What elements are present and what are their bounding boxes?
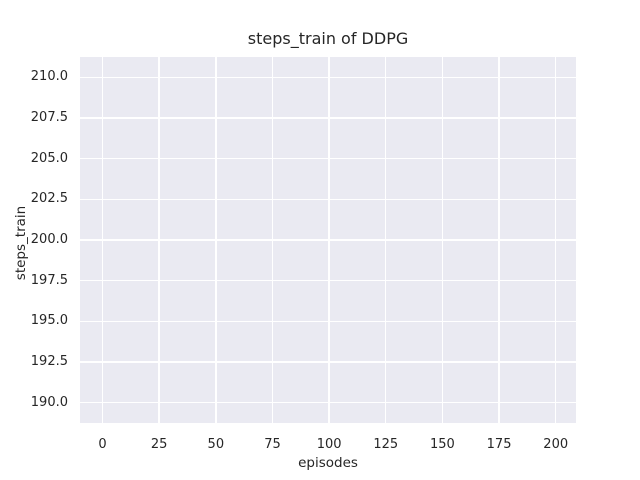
y-gridline bbox=[80, 157, 576, 160]
y-gridline bbox=[80, 198, 576, 201]
y-tick-label: 202.5 bbox=[30, 191, 68, 207]
y-tick-label: 207.5 bbox=[30, 110, 68, 125]
x-tick-label: 150 bbox=[430, 437, 455, 452]
y-tick-label: 210.0 bbox=[30, 69, 68, 85]
x-tick-label: 100 bbox=[316, 437, 342, 452]
y-tick-label: 205.0 bbox=[30, 150, 68, 166]
y-gridline bbox=[80, 239, 576, 241]
y-gridline bbox=[80, 320, 576, 323]
x-tick-label: 125 bbox=[373, 437, 399, 452]
y-tick-label: 195.0 bbox=[30, 313, 68, 329]
y-tick-label: 190.0 bbox=[30, 394, 68, 410]
x-tick-label: 175 bbox=[486, 437, 512, 452]
y-gridline bbox=[80, 361, 576, 363]
x-tick-label: 25 bbox=[150, 437, 168, 452]
y-gridline bbox=[80, 279, 576, 282]
y-tick-label: 192.5 bbox=[30, 354, 68, 369]
x-axis-label: episodes bbox=[298, 455, 358, 471]
x-tick-label: 50 bbox=[207, 437, 225, 452]
chart-title: steps_train of DDPG bbox=[247, 29, 409, 48]
y-tick-label: 200.0 bbox=[30, 232, 68, 247]
x-tick-label: 200 bbox=[543, 437, 569, 452]
x-tick-label: 75 bbox=[264, 437, 281, 452]
plot-area bbox=[80, 57, 576, 423]
y-tick-label: 197.5 bbox=[30, 272, 68, 288]
y-gridline bbox=[80, 76, 576, 79]
x-tick-label: 0 bbox=[98, 437, 107, 452]
y-gridline bbox=[80, 401, 576, 404]
y-gridline bbox=[80, 117, 576, 119]
